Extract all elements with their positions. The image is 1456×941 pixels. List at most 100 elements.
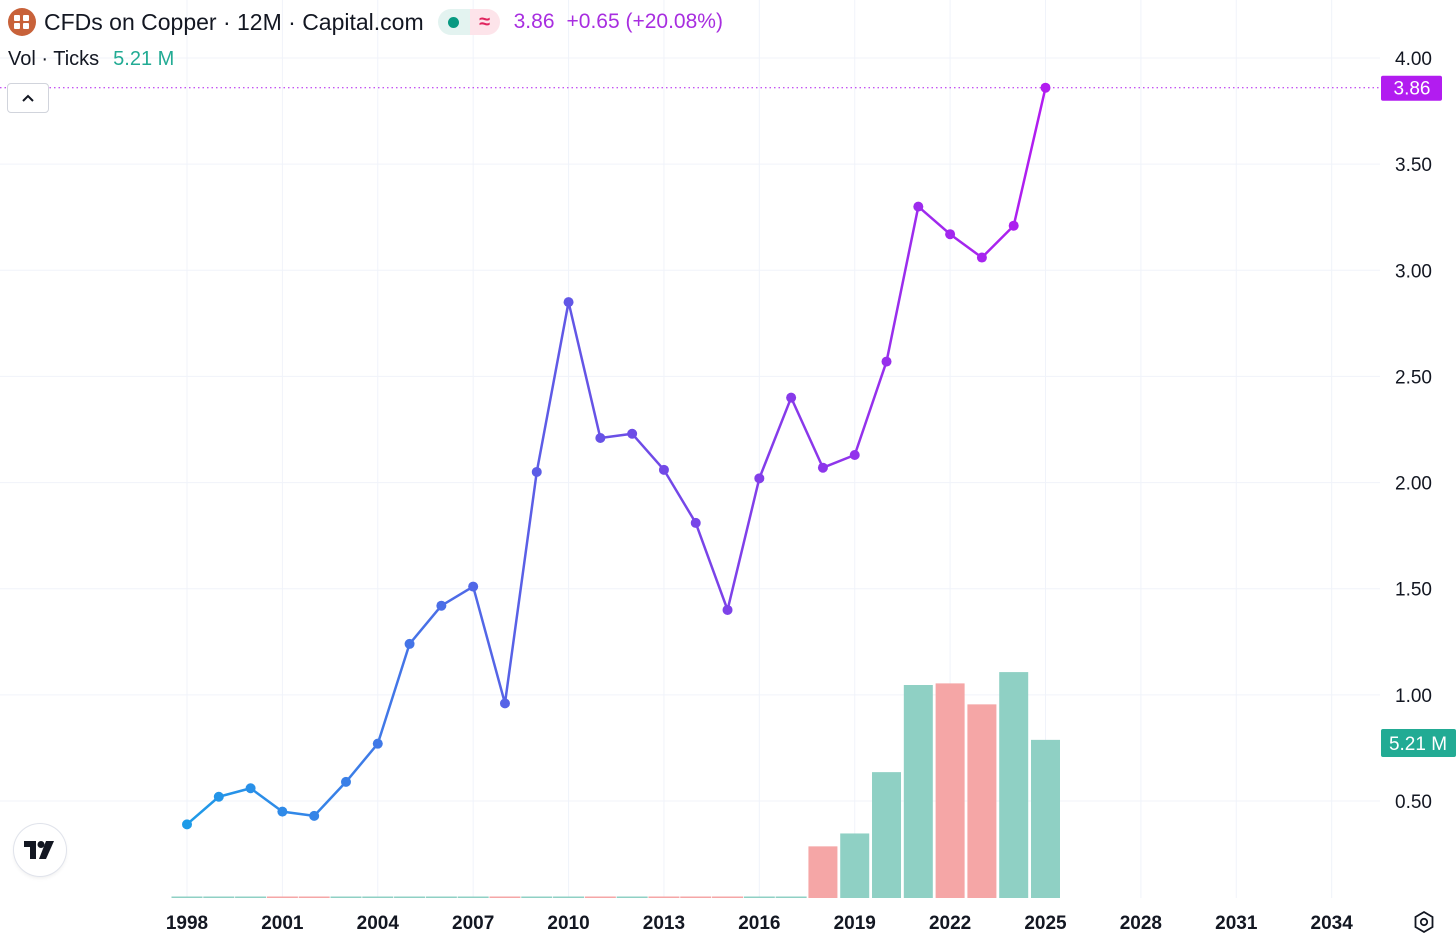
data-point[interactable] (245, 783, 256, 794)
data-point[interactable] (754, 473, 765, 484)
volume-bar-empty (394, 896, 426, 898)
approx-data-icon: ≈ (469, 9, 500, 35)
volume-bar-empty (171, 896, 203, 898)
volume-bar-empty (584, 896, 616, 898)
y-tick-label: 3.50 (1395, 155, 1432, 176)
volume-bar-empty (457, 896, 489, 898)
data-point[interactable] (595, 432, 606, 443)
volume-bar-empty (743, 896, 775, 898)
last-volume-axis-label-bg (1381, 729, 1456, 757)
volume-label: Vol · Ticks (8, 48, 100, 70)
data-point[interactable] (499, 698, 510, 709)
volume-bar-empty (266, 896, 298, 898)
data-point[interactable] (1040, 82, 1051, 93)
volume-bar[interactable] (1031, 739, 1060, 898)
market-status-pill[interactable]: ≈ (437, 9, 500, 35)
volume-bar-empty (648, 896, 680, 898)
volume-bar-empty (203, 896, 235, 898)
volume-bar-empty (362, 896, 394, 898)
x-tick-label: 2031 (1215, 913, 1258, 934)
data-point[interactable] (563, 297, 574, 308)
data-point[interactable] (945, 229, 956, 240)
x-tick-label: 2001 (261, 913, 304, 934)
volume-bar[interactable] (935, 683, 965, 898)
y-tick-label: 0.50 (1395, 792, 1432, 813)
x-tick-label: 2004 (357, 913, 400, 934)
data-point[interactable] (786, 392, 797, 403)
volume-bar[interactable] (872, 772, 902, 898)
volume-bar-empty (616, 896, 648, 898)
gear-icon (1414, 910, 1434, 934)
volume-bar-empty (712, 896, 744, 898)
volume-bar[interactable] (967, 704, 997, 898)
x-tick-label: 2022 (929, 913, 971, 934)
data-point[interactable] (690, 517, 701, 528)
tv-logo-mark (24, 841, 54, 859)
market-open-icon (437, 9, 470, 35)
tradingview-logo-icon[interactable] (14, 824, 66, 876)
volume-bar[interactable] (999, 672, 1029, 898)
data-point[interactable] (817, 462, 828, 473)
volume-bar[interactable] (903, 685, 933, 898)
last-price-axis-label-bg (1381, 75, 1442, 101)
data-point[interactable] (277, 806, 288, 817)
y-tick-label: 1.00 (1395, 686, 1432, 707)
y-tick-label: 2.50 (1395, 367, 1432, 388)
data-point[interactable] (531, 466, 542, 477)
x-tick-label: 2013 (643, 913, 685, 934)
x-tick-label: 2028 (1120, 913, 1162, 934)
data-point[interactable] (213, 791, 224, 802)
data-point[interactable] (627, 428, 638, 439)
last-volume-axis-label: 5.21 M (1389, 734, 1447, 755)
x-tick-label: 2034 (1311, 913, 1354, 934)
chart-settings-icon[interactable] (1410, 908, 1438, 936)
volume-bar-empty (553, 896, 585, 898)
data-point[interactable] (468, 581, 479, 592)
data-point[interactable] (309, 810, 320, 821)
chevron-up-icon (22, 94, 34, 102)
volume-bar-empty (680, 896, 712, 898)
volume-legend[interactable]: Vol · Ticks 5.21 M (8, 48, 174, 71)
price-series-line[interactable] (186, 87, 1047, 826)
volume-bar-empty (298, 896, 330, 898)
volume-bar-empty (775, 896, 807, 898)
volume-bar-empty (425, 896, 457, 898)
collapse-legend-button[interactable] (7, 83, 49, 113)
x-tick-label: 2007 (452, 913, 494, 934)
price-change: +0.65 (+20.08%) (566, 10, 723, 33)
volume-bar-empty (235, 896, 267, 898)
volume-bar[interactable] (840, 833, 870, 898)
chart-header: CFDs on Copper · 12M · Capital.com ≈ 3.8… (8, 6, 723, 38)
data-point[interactable] (976, 252, 987, 263)
data-point[interactable] (372, 738, 383, 749)
data-point[interactable] (849, 449, 860, 460)
data-point[interactable] (658, 464, 669, 475)
data-point[interactable] (722, 604, 733, 615)
y-tick-label: 1.50 (1395, 580, 1432, 601)
data-point[interactable] (404, 638, 415, 649)
volume-bar-empty (521, 896, 553, 898)
data-point[interactable] (340, 776, 351, 787)
y-tick-label: 4.00 (1395, 49, 1432, 70)
symbol-title[interactable]: CFDs on Copper · 12M · Capital.com (44, 8, 424, 35)
volume-bar-empty (489, 896, 521, 898)
x-tick-label: 2010 (547, 913, 589, 934)
volume-value: 5.21 M (113, 48, 175, 70)
x-tick-label: 2025 (1024, 913, 1067, 934)
last-price: 3.86 (513, 10, 555, 33)
volume-bar-empty (330, 896, 362, 898)
x-tick-label: 2016 (738, 913, 780, 934)
y-tick-label: 2.00 (1395, 474, 1432, 495)
volume-bar[interactable] (808, 846, 838, 898)
data-point[interactable] (913, 201, 924, 212)
data-point[interactable] (436, 600, 447, 611)
last-price-axis-label: 3.86 (1394, 79, 1431, 100)
y-tick-label: 3.00 (1395, 261, 1432, 282)
data-point[interactable] (1008, 220, 1019, 231)
copper-symbol-icon (8, 8, 36, 36)
x-tick-label: 2019 (834, 913, 876, 934)
x-tick-label: 1998 (166, 913, 208, 934)
data-point[interactable] (182, 819, 192, 830)
data-point[interactable] (881, 356, 892, 367)
